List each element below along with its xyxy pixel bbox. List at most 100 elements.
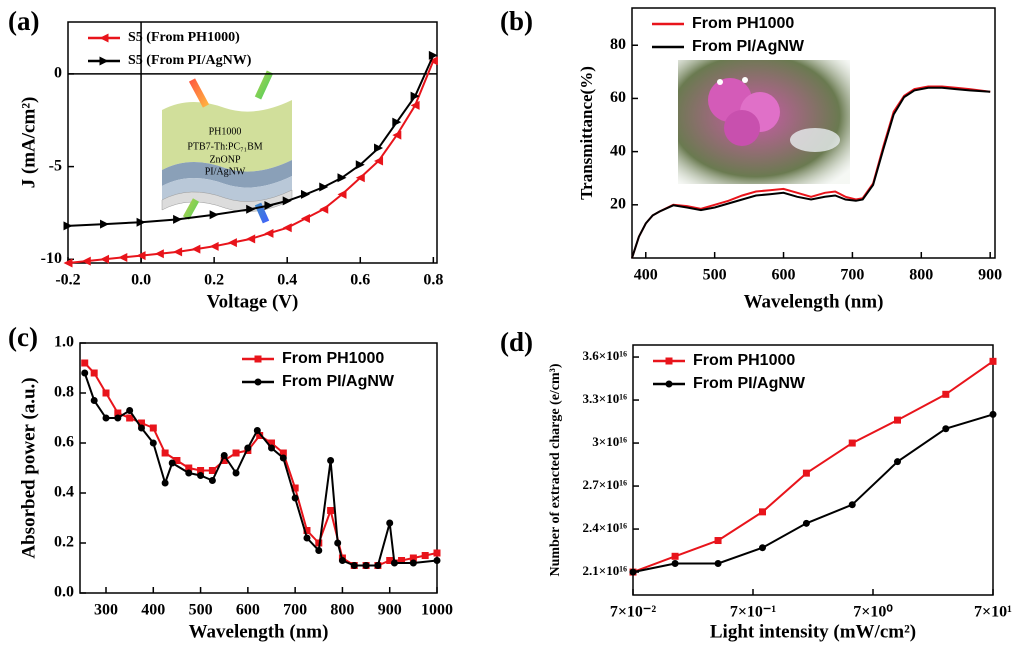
- data-point: [759, 544, 767, 552]
- series-line: [83, 362, 438, 567]
- data-point: [244, 444, 252, 452]
- data-point: [185, 469, 193, 477]
- data-point: [337, 173, 347, 183]
- data-point: [136, 251, 146, 261]
- data-point: [409, 559, 417, 567]
- x-tick-label: 7×10⁻¹: [730, 604, 777, 621]
- data-point: [154, 249, 164, 259]
- data-point: [220, 452, 228, 459]
- data-point: [374, 156, 384, 166]
- data-point: [300, 189, 310, 199]
- x-axis-label: Voltage (V): [207, 291, 299, 312]
- data-point: [246, 234, 256, 244]
- y-tick-label: 0.0: [54, 584, 74, 601]
- y-tick-label: 2.1×10¹⁶: [583, 563, 628, 578]
- panel-label: (d): [500, 327, 533, 357]
- data-point: [291, 484, 299, 492]
- x-tick-label: 900: [378, 602, 402, 619]
- data-point: [264, 228, 274, 238]
- inset-label: PH1000: [209, 126, 242, 137]
- x-tick-label: 0.2: [204, 272, 224, 289]
- y-axis-label: J (mA/cm²): [18, 97, 39, 189]
- data-point: [197, 467, 205, 474]
- data-point: [671, 552, 679, 560]
- data-point: [714, 559, 722, 567]
- x-tick-label: 0.6: [350, 272, 370, 289]
- data-point: [319, 204, 329, 214]
- x-tick-label: 1000: [421, 602, 453, 619]
- x-tick-label: 7×10¹: [974, 604, 1012, 621]
- data-point: [118, 252, 128, 262]
- data-point: [136, 217, 146, 227]
- legend-label: From PI/AgNW: [282, 373, 395, 390]
- series-line: [67, 54, 435, 227]
- y-tick-label: 60: [610, 89, 626, 106]
- data-point: [279, 454, 287, 462]
- y-tick-label: 2.4×10¹⁶: [583, 520, 628, 535]
- data-point: [759, 508, 767, 516]
- panel-label: (c): [8, 322, 38, 352]
- series-line: [83, 372, 438, 567]
- data-point: [893, 458, 901, 466]
- legend-label: S5 (From PH1000): [128, 30, 240, 45]
- data-point: [114, 409, 122, 417]
- data-point: [802, 519, 810, 527]
- data-point: [209, 210, 219, 220]
- data-point: [433, 549, 441, 557]
- plot-frame: [632, 344, 994, 596]
- legend-symbol: [665, 380, 673, 388]
- y-axis-label: Absorbed power (a.u.): [18, 377, 39, 558]
- data-point: [303, 527, 311, 534]
- x-tick-label: 800: [330, 602, 354, 619]
- data-point: [126, 414, 134, 422]
- series-line: [632, 413, 994, 574]
- data-point: [398, 557, 406, 564]
- legend-symbol: [99, 56, 109, 66]
- data-point: [409, 554, 417, 562]
- data-point: [161, 449, 169, 457]
- data-point: [350, 562, 358, 569]
- y-tick-label: 0.6: [54, 434, 74, 451]
- data-point: [173, 214, 183, 224]
- data-point: [90, 397, 98, 404]
- x-tick-label: 7×10⁰: [853, 604, 893, 621]
- data-point: [81, 256, 91, 266]
- x-tick-label: -0.2: [55, 272, 80, 289]
- legend-symbol: [254, 378, 262, 386]
- y-axis-label: Number of extracted charge (e/cm³): [548, 363, 563, 576]
- data-point: [421, 552, 429, 559]
- data-point: [433, 557, 441, 564]
- legend-label: From PI/AgNW: [692, 38, 805, 55]
- data-point: [355, 173, 365, 183]
- data-point: [102, 414, 110, 422]
- x-axis-label: Light intensity (mW/cm²): [710, 621, 916, 642]
- y-tick-label: 3.6×10¹⁶: [583, 348, 628, 363]
- data-point: [282, 223, 292, 233]
- x-tick-label: 600: [772, 267, 796, 284]
- data-point: [220, 457, 228, 464]
- x-tick-label: 300: [94, 602, 118, 619]
- x-tick-label: 800: [909, 267, 933, 284]
- y-tick-label: 20: [610, 195, 626, 212]
- series-line: [632, 360, 994, 574]
- panel-label: (b): [500, 6, 533, 36]
- data-point: [410, 91, 420, 101]
- legend-label: From PH1000: [282, 350, 384, 367]
- data-point: [334, 539, 342, 547]
- y-tick-label: 0.2: [54, 534, 74, 551]
- data-point: [232, 469, 240, 477]
- data-point: [232, 449, 240, 457]
- y-axis-label: Transmittance(%): [577, 66, 596, 200]
- inset-label: PI/AgNW: [205, 166, 246, 177]
- y-tick-label: 80: [610, 36, 626, 53]
- x-axis-label: Wavelength (nm): [189, 621, 329, 642]
- data-point: [168, 459, 176, 467]
- data-point: [197, 472, 205, 479]
- data-point: [149, 424, 157, 432]
- data-point: [428, 50, 438, 60]
- data-point: [942, 390, 950, 398]
- data-point: [208, 467, 216, 474]
- data-point: [392, 117, 402, 127]
- x-axis-label: Wavelength (nm): [744, 291, 884, 312]
